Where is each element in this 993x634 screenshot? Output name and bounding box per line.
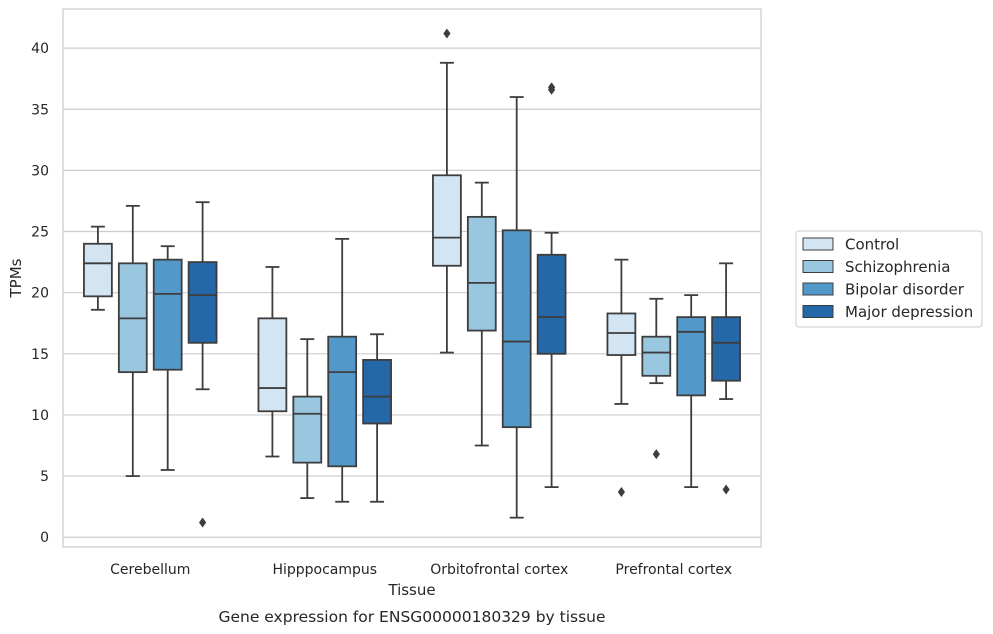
y-tick-label: 40 — [31, 41, 49, 57]
box-schizophrenia — [117, 204, 148, 477]
y-tick-label: 15 — [31, 347, 49, 363]
legend-frame — [795, 230, 983, 328]
box-body — [432, 174, 462, 267]
legend-label: Control — [845, 236, 899, 254]
box-control — [606, 258, 637, 497]
legend-label: Bipolar disorder — [845, 281, 965, 299]
box-body — [711, 316, 741, 382]
x-tick-labels: Cerebellum Hipppocampus Orbitofrontal cort… — [110, 562, 732, 578]
x-tick-label: Cerebellum — [110, 562, 190, 578]
y-tick-label: 35 — [31, 102, 49, 118]
legend-label: Major depression — [845, 303, 973, 321]
box-body — [187, 261, 218, 344]
box-body — [501, 229, 532, 429]
legend-swatch — [802, 305, 834, 318]
outlier-point — [199, 517, 207, 528]
legend-label: Schizophrenia — [845, 258, 950, 276]
box-body — [152, 258, 183, 371]
box-body — [466, 215, 497, 332]
y-tick-label: 10 — [31, 408, 49, 424]
x-axis-label: Tissue — [387, 581, 435, 599]
outlier-point — [722, 484, 730, 495]
chart-caption: Gene expression for ENSG00000180329 by t… — [218, 608, 605, 626]
box-body — [292, 395, 323, 464]
box-body — [676, 316, 707, 397]
plot-frame — [62, 8, 762, 548]
y-tick-label: 5 — [40, 469, 49, 485]
box-body — [362, 359, 392, 425]
x-tick-label: Prefrontal cortex — [615, 562, 732, 578]
x-tick-label: Hipppocampus — [272, 562, 377, 578]
box-body — [257, 317, 288, 413]
box-major-depression — [536, 82, 567, 488]
box-groups — [83, 28, 741, 528]
box-bipolar-disorder — [327, 237, 358, 503]
box-control — [83, 225, 113, 311]
outlier-point — [652, 449, 660, 460]
box-body — [606, 312, 637, 356]
y-tick-label: 30 — [31, 163, 49, 179]
outlier-point — [617, 486, 625, 497]
y-tick-label: 0 — [40, 530, 49, 546]
box-body — [83, 242, 113, 298]
y-tick-labels: 0 5 10 15 20 25 30 35 40 — [31, 41, 49, 546]
box-bipolar-disorder — [501, 96, 532, 519]
x-tick-label: Orbitofrontal cortex — [430, 562, 568, 578]
box-bipolar-disorder — [152, 245, 183, 471]
y-tick-label: 25 — [31, 225, 49, 241]
legend-swatch — [802, 237, 834, 251]
box-schizophrenia — [641, 297, 672, 460]
box-bipolar-disorder — [676, 294, 707, 488]
box-major-depression — [362, 333, 392, 503]
legend-swatch — [802, 260, 834, 273]
y-axis-label: TPMs — [7, 258, 25, 298]
box-body — [641, 335, 672, 377]
box-major-depression — [711, 262, 741, 495]
outlier-point — [548, 82, 556, 93]
box-schizophrenia — [292, 338, 323, 499]
box-body — [536, 253, 567, 355]
box-major-depression — [187, 201, 218, 528]
box-body — [327, 335, 358, 468]
legend-swatch — [802, 282, 834, 296]
box-schizophrenia — [466, 181, 497, 447]
outlier-point — [443, 28, 451, 39]
y-tick-label: 20 — [31, 286, 49, 302]
legend: Control Schizophrenia Bipolar disorder Majo… — [795, 230, 983, 328]
box-control — [257, 266, 288, 458]
box-control — [432, 28, 462, 354]
